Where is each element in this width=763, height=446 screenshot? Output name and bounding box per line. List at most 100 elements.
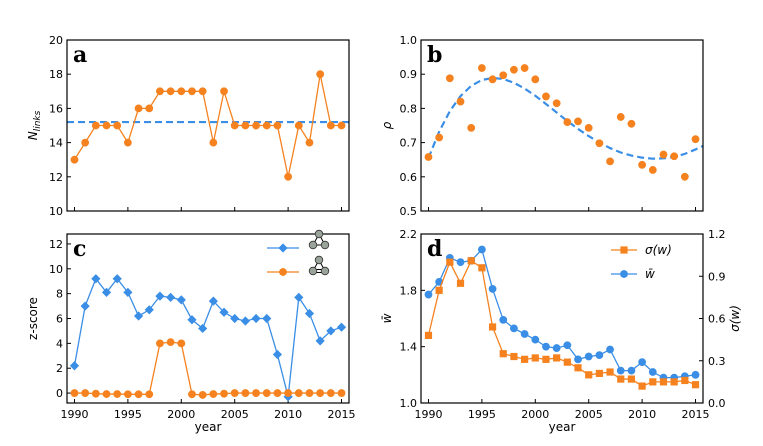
- point-a-0-2009: [273, 121, 282, 130]
- ytick-label-c-6: 12: [49, 238, 63, 251]
- xlabel-c: year: [195, 420, 222, 434]
- point-b-0-2007: [606, 157, 614, 166]
- xlabel-d: year: [549, 420, 576, 434]
- point-c-0-1998: [155, 291, 165, 301]
- point-b-0-2013: [670, 152, 679, 161]
- ytick-right-label-d-0: 0.0: [708, 397, 726, 410]
- point-c-0-1994: [112, 274, 122, 284]
- series-line-c-1: [74, 341, 342, 396]
- point-c-0-2009: [272, 349, 283, 360]
- point-d-1-2003: [563, 358, 571, 366]
- point-d-1-2005: [585, 371, 593, 379]
- legend-d: σ(w) w̄: [611, 243, 672, 281]
- xtick-label-d-1: 1995: [468, 408, 496, 421]
- ytick-label-b-1: 0.6: [400, 171, 418, 184]
- motif-node: [320, 240, 330, 250]
- point-c-1-1990: [70, 389, 79, 397]
- axes-frame-d: [420, 233, 704, 404]
- point-c-0-1999: [166, 292, 176, 302]
- point-a-0-2015: [337, 121, 346, 130]
- point-d-0-1996: [488, 285, 497, 293]
- point-c-1-2007: [252, 389, 260, 397]
- point-c-1-2012: [305, 389, 314, 397]
- point-d-1-2007: [606, 368, 614, 376]
- point-a-0-1993: [102, 121, 111, 130]
- point-c-1-2010: [284, 389, 293, 397]
- series-d-0: [424, 245, 700, 382]
- point-c-0-1990: [69, 361, 80, 371]
- xtick-label-d-0: 1990: [414, 408, 442, 421]
- point-a-0-2002: [198, 87, 207, 96]
- point-c-0-2013: [315, 336, 325, 346]
- ytick-label-b-4: 0.9: [400, 68, 418, 81]
- point-b-0-2011: [648, 166, 657, 174]
- point-c-0-2001: [187, 315, 197, 325]
- point-d-0-1999: [520, 330, 529, 338]
- point-c-1-2003: [209, 390, 218, 398]
- point-c-1-1995: [123, 390, 132, 399]
- point-c-1-2011: [294, 389, 303, 397]
- point-d-0-2002: [552, 344, 561, 352]
- point-c-0-2012: [304, 308, 315, 319]
- point-b-0-2012: [659, 150, 668, 159]
- panel-d: 1.0 1.4 1.8 2.2 0.0 0.3 0.6 0.9 1.2 1990 1995 2000 2…: [380, 228, 742, 434]
- point-c-1-2015: [337, 389, 346, 397]
- panel-c: 0 2 4 6 8 10 12 1990 1995 2000 2005 2010 2015 c z-scor…: [26, 229, 356, 434]
- point-d-0-1998: [510, 324, 518, 333]
- xtick-label-c-2: 2000: [167, 408, 195, 421]
- ylabel-right-d: σ(w): [728, 305, 742, 332]
- point-c-1-1994: [113, 390, 122, 398]
- point-d-1-1994: [467, 257, 475, 265]
- ytick-right-label-d-4: 1.2: [708, 228, 726, 241]
- ytick-label-b-2: 0.7: [400, 137, 418, 150]
- point-b-0-2005: [584, 123, 593, 132]
- ytick-label-c-3: 6: [56, 313, 63, 326]
- point-a-0-1999: [166, 87, 175, 96]
- point-c-1-2002: [198, 391, 207, 399]
- point-c-0-1993: [101, 287, 112, 298]
- point-c-1-1991: [81, 389, 90, 397]
- ytick-label-b-5: 1.0: [400, 34, 418, 47]
- point-a-0-2003: [209, 138, 218, 147]
- xtick-label-d-5: 2015: [682, 408, 710, 421]
- point-d-1-2002: [553, 354, 561, 362]
- point-b-0-2010: [638, 160, 647, 169]
- point-d-0-2003: [563, 341, 572, 350]
- point-d-1-2000: [531, 354, 539, 362]
- point-c-0-1996: [133, 311, 144, 321]
- point-d-0-2006: [595, 351, 604, 360]
- point-b-0-2015: [691, 135, 700, 144]
- ytick-label-c-1: 2: [56, 362, 63, 375]
- point-c-0-2005: [230, 313, 240, 324]
- point-c-1-1999: [166, 338, 175, 347]
- ytick-right-label-d-2: 0.6: [708, 313, 726, 326]
- point-c-1-2000: [177, 339, 186, 348]
- point-d-1-2010: [638, 382, 646, 390]
- point-c-0-2002: [198, 323, 208, 334]
- point-a-0-2013: [316, 70, 325, 79]
- point-c-0-2007: [251, 313, 261, 324]
- ytick-label-c-2: 4: [56, 337, 63, 350]
- series-b-0: [424, 64, 700, 181]
- point-d-1-2013: [670, 378, 678, 386]
- point-b-0-1993: [456, 97, 465, 106]
- point-d-1-2001: [542, 355, 550, 363]
- point-b-0-1997: [499, 71, 508, 80]
- legend-label-wbar: w̄: [645, 267, 655, 281]
- point-a-0-1991: [81, 138, 90, 147]
- point-c-0-1992: [91, 274, 101, 284]
- point-d-0-1997: [499, 316, 508, 324]
- point-d-1-1995: [478, 264, 486, 272]
- point-d-1-2009: [627, 375, 636, 383]
- point-a-0-2004: [220, 87, 228, 96]
- legend-marker-recip: [279, 268, 287, 276]
- point-d-0-2004: [574, 355, 582, 364]
- point-b-0-1995: [477, 64, 486, 72]
- panel-a: 10 12 14 16 18 20 a Nlinks: [26, 34, 350, 218]
- motif-node: [314, 229, 324, 239]
- point-d-1-2011: [649, 378, 657, 386]
- ytick-label-a-2: 14: [49, 137, 63, 150]
- point-d-1-1990: [424, 331, 433, 339]
- ylabel-main: N: [26, 131, 40, 140]
- point-c-0-2011: [294, 292, 304, 302]
